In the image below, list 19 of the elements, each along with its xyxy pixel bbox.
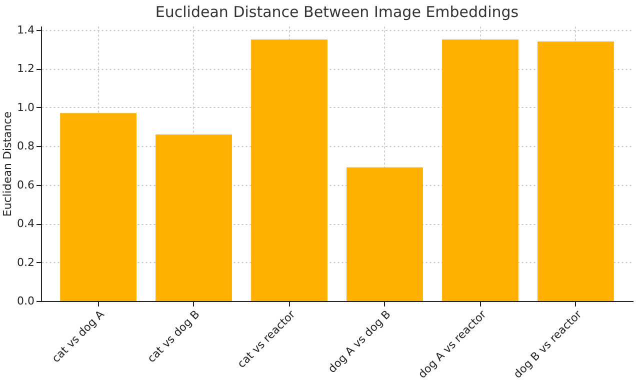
bar: [346, 167, 423, 301]
chart-title: Euclidean Distance Between Image Embeddings: [155, 2, 519, 21]
y-tick-label: 0.4: [17, 217, 34, 230]
y-tick-label: 1.4: [17, 23, 34, 36]
bar: [442, 40, 518, 301]
y-tick-label: 0.8: [17, 140, 34, 153]
x-tick-label: cat vs dog B: [144, 308, 202, 366]
y-axis-title: Euclidean Distance: [1, 111, 14, 217]
y-tick-label: 0.6: [17, 178, 34, 192]
y-tick-label: 1.0: [17, 100, 34, 114]
y-tick-label: 1.2: [17, 62, 34, 76]
bar: [156, 134, 232, 301]
bar: [60, 113, 136, 301]
bar: [251, 40, 328, 301]
y-tick-label: 0.0: [17, 294, 34, 308]
x-tick-label: dog A vs dog B: [326, 308, 394, 376]
y-tick-label: 0.2: [17, 256, 34, 269]
bar: [538, 41, 614, 301]
x-tick-label: cat vs dog A: [49, 307, 108, 366]
